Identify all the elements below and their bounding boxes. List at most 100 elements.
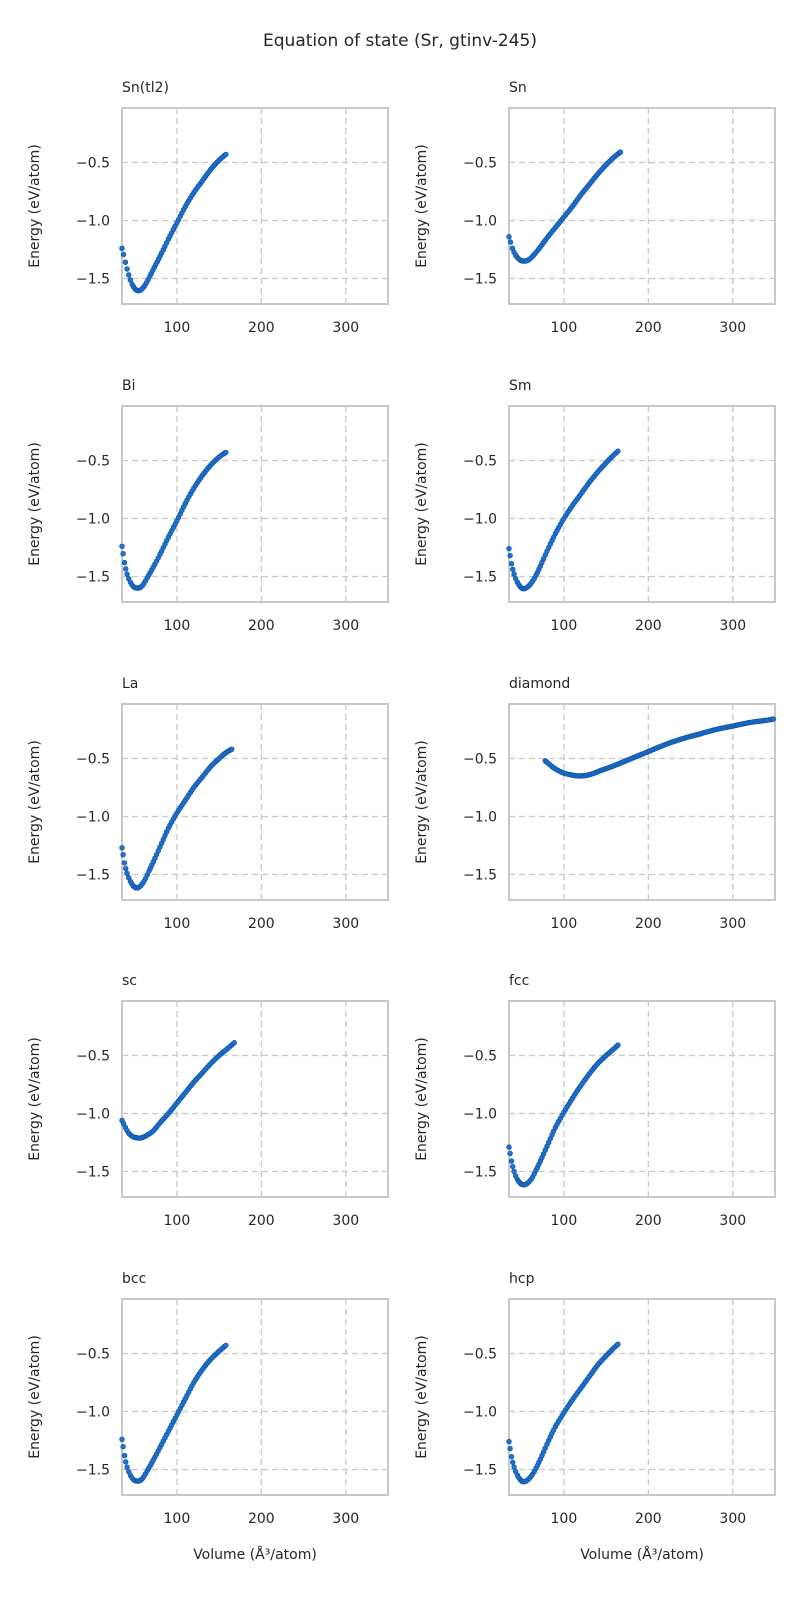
y-axis-label: Energy (eV/atom): [27, 1037, 43, 1161]
y-tick-label: −1.5: [76, 1164, 110, 1180]
x-tick-label: 100: [551, 320, 578, 336]
eos-panel-fcc: fcc 100 200 300 −0.5 −1.0 −1.5 Energy (eV/atom): [414, 973, 776, 1229]
panel-title: Sn: [509, 80, 527, 96]
data-point: [121, 1452, 128, 1459]
figure-title: Equation of state (Sr, gtinv-245): [263, 31, 537, 51]
x-tick-label: 100: [164, 320, 191, 336]
data-point: [126, 272, 132, 278]
data-point: [120, 851, 126, 858]
data-point: [122, 259, 129, 265]
plot-frame: [121, 107, 389, 305]
data-point: [223, 449, 229, 456]
y-tick-label: −0.5: [463, 156, 497, 172]
plot-frame: [121, 405, 389, 603]
y-axis-label: Energy (eV/atom): [414, 442, 430, 566]
x-tick-label: 300: [332, 618, 359, 634]
plot-frame: [508, 107, 776, 305]
y-tick-label: −0.5: [76, 752, 110, 768]
plot-frame: [508, 1000, 776, 1198]
data-point: [119, 845, 125, 851]
y-tick-label: −1.0: [76, 809, 110, 825]
data-points: [119, 1342, 229, 1484]
x-tick-label: 300: [719, 1213, 746, 1229]
panel-title: diamond: [509, 676, 570, 692]
y-tick-label: −0.5: [463, 752, 497, 768]
plot-frame: [121, 1298, 389, 1496]
y-tick-label: −1.0: [76, 213, 110, 229]
x-tick-label: 100: [164, 618, 191, 634]
panel-title: hcp: [509, 1271, 535, 1287]
data-point: [511, 1168, 517, 1175]
x-tick-label: 300: [332, 1511, 359, 1527]
y-axis-label: Energy (eV/atom): [27, 144, 43, 268]
data-point: [508, 561, 515, 567]
y-tick-label: −1.0: [463, 1106, 497, 1122]
y-axis-label: Energy (eV/atom): [27, 740, 43, 864]
x-tick-label: 100: [551, 1213, 578, 1229]
data-point: [615, 1042, 621, 1048]
y-tick-label: −1.5: [463, 1462, 497, 1478]
y-tick-label: −1.5: [463, 1164, 497, 1180]
data-point: [510, 1459, 516, 1466]
data-point: [507, 239, 514, 245]
eos-panel-diamond: diamond 100 200 300 −0.5 −1.0 −1.5 Energy (eV/a…: [414, 676, 777, 932]
data-point: [123, 1459, 129, 1465]
data-points: [119, 151, 229, 294]
y-axis-label: Energy (eV/atom): [414, 740, 430, 864]
data-points: [542, 716, 777, 779]
eos-panel-sn-tl2-: Sn(tl2) 100 200 300 −0.5 −1.0 −1.5 Energy (eV/a…: [27, 80, 389, 336]
data-point: [770, 716, 777, 722]
y-axis-label: Energy (eV/atom): [27, 1335, 43, 1459]
data-point: [507, 1445, 513, 1452]
data-point: [229, 746, 235, 752]
data-point: [123, 566, 129, 572]
data-points: [119, 449, 229, 591]
eos-panel-bcc: bcc 100 200 300 −0.5 −1.0 −1.5 Energy (eV/atom)…: [27, 1271, 389, 1563]
data-point: [119, 1436, 125, 1443]
x-tick-label: 100: [551, 916, 578, 932]
y-tick-label: −1.5: [463, 867, 497, 883]
data-points: [119, 746, 235, 891]
data-point: [231, 1040, 238, 1046]
data-point: [124, 571, 130, 577]
x-axis-label: Volume (Å³/atom): [580, 1546, 704, 1563]
x-tick-label: 200: [635, 1511, 662, 1527]
data-point: [119, 543, 125, 550]
y-tick-label: −1.5: [76, 1462, 110, 1478]
data-point: [223, 1342, 229, 1349]
x-tick-label: 100: [164, 916, 191, 932]
x-tick-label: 300: [719, 320, 746, 336]
panel-title: Sn(tl2): [122, 80, 169, 96]
y-tick-label: −1.0: [76, 1106, 110, 1122]
panel-title: fcc: [509, 973, 529, 989]
y-tick-label: −0.5: [76, 1049, 110, 1065]
x-tick-label: 100: [551, 1511, 578, 1527]
data-point: [124, 1464, 130, 1470]
x-tick-label: 200: [635, 1213, 662, 1229]
x-tick-label: 300: [719, 618, 746, 634]
panel-title: Sm: [509, 378, 532, 394]
x-tick-label: 200: [248, 320, 275, 336]
y-tick-label: −1.0: [463, 213, 497, 229]
x-tick-label: 200: [248, 618, 275, 634]
y-axis-label: Energy (eV/atom): [27, 442, 43, 566]
data-point: [506, 1438, 512, 1445]
y-tick-label: −1.0: [463, 511, 497, 527]
panel-title: sc: [122, 973, 137, 989]
plot-frame: [121, 703, 389, 901]
x-tick-label: 100: [164, 1213, 191, 1229]
data-points: [506, 1042, 621, 1188]
y-tick-label: −0.5: [76, 454, 110, 470]
data-point: [507, 1150, 513, 1157]
data-point: [506, 1144, 512, 1150]
y-tick-label: −0.5: [76, 1347, 110, 1363]
x-tick-label: 200: [248, 916, 275, 932]
data-point: [507, 552, 513, 559]
data-point: [120, 251, 127, 258]
eos-panel-sn: Sn 100 200 300 −0.5 −1.0 −1.5 Energy (eV/atom): [414, 80, 776, 336]
x-tick-label: 300: [719, 916, 746, 932]
y-axis-label: Energy (eV/atom): [414, 144, 430, 268]
x-tick-label: 300: [332, 1213, 359, 1229]
panel-title: La: [122, 676, 138, 692]
